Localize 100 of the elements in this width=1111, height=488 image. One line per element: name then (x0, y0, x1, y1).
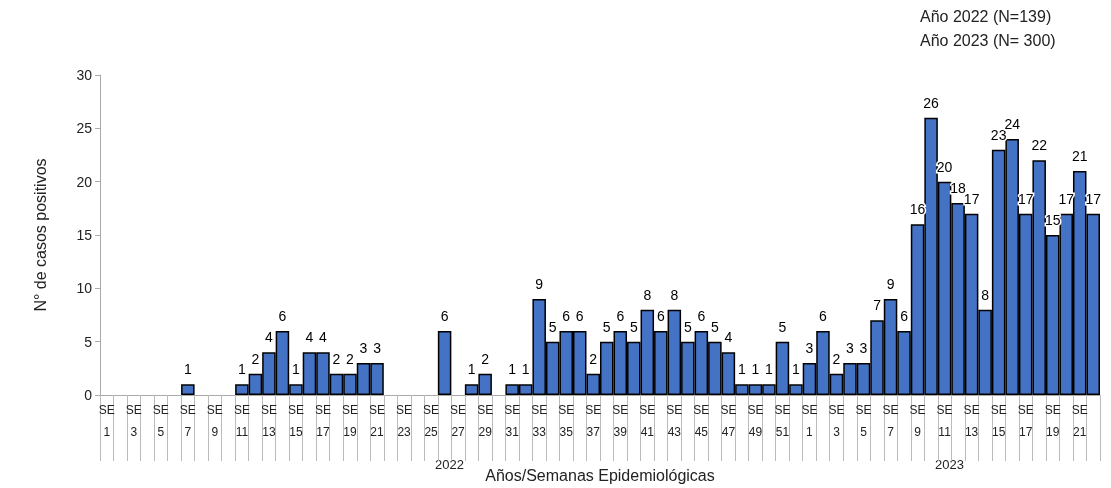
x-tick-label: SE 49 (747, 403, 764, 439)
x-tick-label: SE 13 (963, 403, 980, 439)
data-label: 6 (278, 308, 287, 324)
x-tick-label: SE 45 (693, 403, 710, 439)
data-label: 4 (305, 329, 314, 346)
x-tick-label: SE 21 (1071, 403, 1088, 439)
x-axis-title: Años/Semanas Epidemiológicas (485, 466, 715, 484)
data-label: 18 (950, 180, 967, 196)
x-tick-label: SE 25 (423, 403, 440, 439)
y-tick-label: 25 (76, 120, 93, 137)
data-label: 2 (251, 350, 260, 367)
y-tick-label: 5 (84, 333, 93, 350)
data-label: 6 (656, 308, 665, 324)
data-label: 6 (616, 308, 625, 324)
data-label: 1 (237, 361, 246, 378)
x-tick-label: SE 47 (720, 403, 737, 439)
data-label: 2 (346, 350, 355, 367)
data-label: 5 (602, 318, 611, 335)
x-tick-label: SE 11 (233, 403, 250, 439)
x-tick-label: SE 5 (152, 403, 169, 439)
data-label: 21 (1071, 148, 1088, 164)
y-tick-label: 0 (84, 387, 93, 403)
data-label: 1 (737, 361, 746, 378)
y-axis-title: N° de casos positivos (31, 158, 49, 312)
data-label: 1 (792, 361, 801, 378)
data-label: 6 (562, 308, 571, 324)
x-tick-label: SE 1 (98, 403, 115, 439)
x-tick-label: SE 17 (1017, 403, 1034, 439)
x-tick-label: SE 7 (882, 403, 899, 439)
y-tick-label: 30 (76, 67, 93, 83)
x-tick-label: SE 33 (531, 403, 548, 439)
data-label: 1 (765, 361, 774, 378)
x-tick-label: SE 51 (774, 403, 791, 439)
data-label: 5 (683, 318, 692, 335)
data-label: 5 (778, 318, 787, 335)
data-label: 5 (548, 318, 557, 335)
data-label: 7 (873, 297, 882, 314)
text: Año 2023 (N= 300) (920, 31, 1056, 49)
x-tick-label: SE 9 (206, 403, 223, 439)
data-label: 17 (1085, 190, 1102, 207)
data-label: 1 (183, 361, 192, 378)
y-tick-label: 20 (76, 173, 93, 190)
data-label: 5 (710, 318, 719, 335)
x-tick-label: SE 37 (585, 403, 602, 439)
data-label: 4 (724, 329, 733, 346)
text: 2023 (935, 457, 964, 472)
x-tick-label: SE 17 (314, 403, 331, 439)
y-tick-label: 15 (76, 227, 93, 243)
data-label: 2 (481, 350, 490, 367)
x-tick-label: SE 7 (179, 403, 196, 439)
data-label: 15 (1044, 212, 1061, 228)
x-tick-label: SE 21 (369, 403, 386, 439)
data-label: 2 (332, 350, 341, 367)
x-tick-label: SE 19 (1044, 403, 1061, 439)
x-tick-label: SE 9 (909, 403, 926, 439)
data-label: 1 (751, 361, 760, 378)
x-tick-label: SE 3 (125, 403, 142, 439)
data-label: 6 (697, 308, 706, 324)
x-tick-label: SE 27 (450, 403, 467, 439)
x-tick-label: SE 15 (287, 403, 304, 439)
y-tick-label: 10 (76, 280, 93, 297)
data-label: 3 (373, 340, 382, 356)
data-label: 6 (900, 308, 909, 324)
data-label: 3 (359, 340, 368, 356)
x-tick-label: SE 15 (990, 403, 1007, 439)
data-label: 2 (832, 350, 841, 367)
bar (437, 331, 452, 395)
data-label: 8 (670, 286, 679, 303)
data-label: 2 (589, 350, 598, 367)
x-tick-label: SE 1 (801, 403, 818, 439)
bar (181, 384, 195, 395)
x-tick-label: SE 31 (504, 403, 521, 439)
data-label: 1 (508, 361, 517, 378)
data-label: 1 (521, 361, 530, 378)
data-label: 9 (886, 276, 895, 292)
x-tick-label: SE 43 (666, 403, 683, 439)
data-label: 1 (467, 361, 476, 378)
data-label: 3 (846, 340, 855, 356)
data-label: 3 (859, 340, 868, 356)
data-label: 1 (292, 361, 301, 378)
data-label: 3 (805, 340, 814, 356)
data-label: 22 (1031, 137, 1048, 154)
data-label: 6 (819, 308, 828, 324)
x-tick-label: SE 35 (558, 403, 575, 439)
x-tick-label: SE 29 (477, 403, 494, 439)
data-label: 5 (629, 318, 638, 335)
x-tick-label: SE 3 (828, 403, 845, 439)
x-tick-label: SE 13 (260, 403, 277, 439)
x-tick-label: SE 41 (639, 403, 656, 439)
data-label: 4 (319, 329, 328, 346)
data-label: 8 (643, 286, 652, 303)
x-tick-label: SE 5 (855, 403, 872, 439)
data-label: 8 (981, 286, 990, 303)
text: Año 2022 (N=139) (920, 7, 1052, 25)
text: 2022 (435, 457, 464, 472)
x-tick-label: SE 23 (396, 403, 413, 439)
data-label: 6 (575, 308, 584, 324)
data-label: 26 (923, 94, 940, 111)
x-tick-label: SE 39 (612, 403, 629, 439)
data-label: 9 (535, 276, 544, 292)
